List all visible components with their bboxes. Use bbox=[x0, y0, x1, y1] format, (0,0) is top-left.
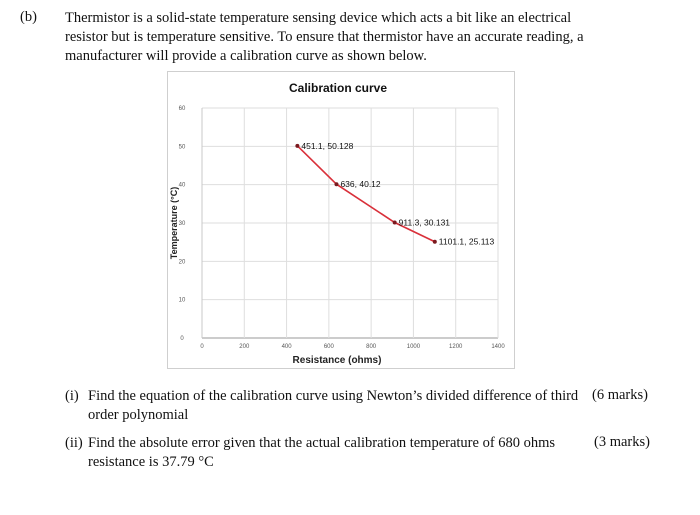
intro-text: Thermistor is a solid-state temperature … bbox=[65, 9, 605, 66]
sub-question-ii: (ii) Find the absolute error given that … bbox=[65, 434, 555, 472]
y-tick-label: 50 bbox=[179, 144, 186, 150]
y-tick-label: 60 bbox=[179, 106, 186, 112]
sub-question-line: order polynomial bbox=[88, 407, 189, 423]
data-label: 636, 40.12 bbox=[340, 179, 380, 189]
intro-line: manufacturer will provide a calibration … bbox=[65, 48, 427, 64]
grid-layer bbox=[201, 107, 499, 339]
data-point bbox=[334, 182, 339, 187]
series-layer: 451.1, 50.128 636, 40.12 911.3, 30.131 1101… bbox=[295, 141, 495, 247]
x-tick-label: 400 bbox=[282, 344, 293, 350]
sub-question-i: (i) Find the equation of the calibration… bbox=[65, 387, 578, 425]
x-tick-label: 200 bbox=[239, 344, 250, 350]
data-label: 911.3, 30.131 bbox=[399, 217, 451, 227]
y-tick-label: 10 bbox=[179, 298, 186, 304]
part-label: (b) bbox=[20, 9, 37, 25]
y-tick-label: 20 bbox=[179, 259, 186, 265]
sub-question-line: Find the equation of the calibration cur… bbox=[88, 388, 579, 404]
intro-line: resistor but is temperature sensitive. T… bbox=[65, 29, 584, 45]
sub-question-number: (ii) bbox=[65, 435, 83, 451]
marks-label: (6 marks) bbox=[592, 387, 648, 403]
calibration-chart: Calibration curve Resistance (ohms) Temp… bbox=[167, 71, 515, 369]
y-tick-label: 0 bbox=[180, 336, 184, 342]
x-tick-label: 0 bbox=[200, 344, 204, 350]
y-axis-label: Temperature (°C) bbox=[169, 187, 179, 259]
marks-label: (3 marks) bbox=[594, 434, 650, 450]
data-label: 451.1, 50.128 bbox=[301, 141, 353, 151]
sub-question-number: (i) bbox=[65, 388, 79, 404]
data-point bbox=[295, 143, 300, 148]
chart-svg: Calibration curve Resistance (ohms) Temp… bbox=[169, 81, 506, 366]
x-tick-label: 1000 bbox=[407, 344, 421, 350]
sub-question-line: resistance is 37.79 °C bbox=[88, 454, 214, 470]
x-tick-label: 800 bbox=[366, 344, 377, 350]
chart-title: Calibration curve bbox=[289, 81, 387, 95]
x-tick-label: 1400 bbox=[491, 344, 505, 350]
data-point bbox=[392, 220, 397, 225]
x-tick-label: 600 bbox=[324, 344, 335, 350]
intro-line: Thermistor is a solid-state temperature … bbox=[65, 10, 572, 26]
sub-question-line: Find the absolute error given that the a… bbox=[88, 435, 556, 451]
y-tick-label: 40 bbox=[179, 183, 186, 189]
data-point bbox=[432, 239, 437, 244]
x-tick-label: 1200 bbox=[449, 344, 463, 350]
series-line bbox=[296, 145, 436, 243]
x-axis-label: Resistance (ohms) bbox=[293, 355, 382, 366]
data-label: 1101.1, 25.113 bbox=[439, 237, 495, 247]
y-tick-label: 30 bbox=[179, 221, 186, 227]
